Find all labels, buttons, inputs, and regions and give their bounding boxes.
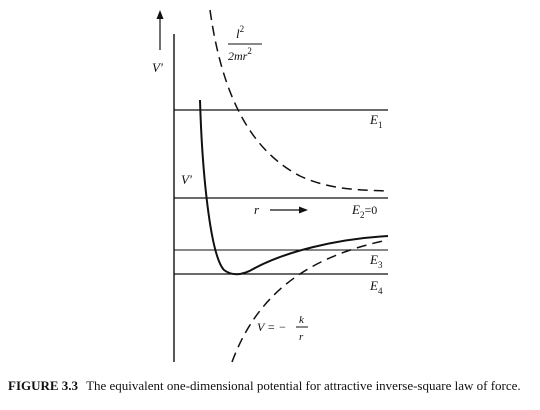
potential-diagram: V' E1 E2=0 E3 E4 l2 2mr2 V' r V = − [152,9,389,363]
attractive-potential-denominator: r [299,331,304,343]
y-axis-label: V' [152,60,163,75]
effective-potential-label: V' [181,172,192,187]
attractive-potential-curve [231,239,389,363]
energy-label-e4: E4 [369,278,383,296]
attractive-potential-numerator: k [299,314,305,326]
energy-label-e3: E3 [369,252,383,270]
r-arrow [270,206,308,214]
attractive-potential-label: V = − k r [257,314,308,343]
centrifugal-denominator: 2mr2 [228,46,252,63]
y-axis-arrow [156,10,164,50]
centrifugal-numerator: l2 [236,24,244,41]
caption-text: The equivalent one-dimensional potential… [86,378,521,393]
energy-label-e2: E2=0 [351,202,377,220]
centrifugal-potential-curve [209,9,389,192]
energy-label-e1: E1 [369,112,382,130]
effective-potential-curve [199,99,389,276]
centrifugal-label: l2 2mr2 [228,24,262,63]
caption-label: FIGURE 3.3 [8,378,79,393]
attractive-potential-lhs: V = − [257,320,286,334]
r-arrow-label: r [254,202,260,217]
figure-caption: FIGURE 3.3 The equivalent one-dimensional… [8,378,536,394]
